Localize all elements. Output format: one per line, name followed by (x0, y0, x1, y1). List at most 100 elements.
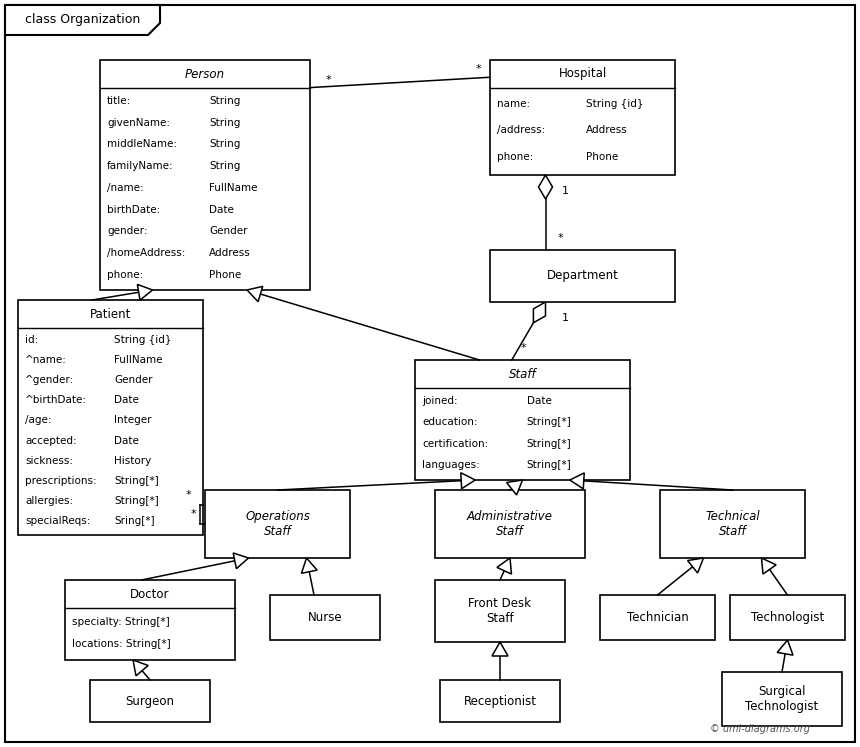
Polygon shape (492, 642, 508, 656)
Bar (435, 490, 585, 558)
Text: allergies:: allergies: (25, 496, 73, 506)
Bar (435, 580, 565, 642)
Bar (490, 60, 675, 175)
Text: Person: Person (185, 67, 225, 81)
Bar (90, 680, 210, 722)
Text: Nurse: Nurse (308, 611, 342, 624)
Polygon shape (777, 640, 793, 655)
Bar (722, 672, 842, 726)
Text: specialReqs:: specialReqs: (25, 516, 90, 526)
Text: Operations
Staff: Operations Staff (245, 510, 310, 538)
Polygon shape (507, 480, 523, 495)
Text: 1: 1 (562, 313, 569, 323)
Text: gender:: gender: (107, 226, 148, 236)
Text: joined:: joined: (422, 396, 458, 406)
Bar (100, 60, 310, 290)
Text: Technician: Technician (627, 611, 688, 624)
Bar (65, 580, 235, 660)
Text: specialty: String[*]: specialty: String[*] (72, 616, 169, 627)
Text: String[*]: String[*] (527, 418, 572, 427)
Text: FullName: FullName (209, 183, 258, 193)
Text: String: String (209, 140, 241, 149)
Text: ^name:: ^name: (25, 355, 67, 365)
Bar (415, 360, 630, 480)
Text: title:: title: (107, 96, 132, 106)
Text: History: History (114, 456, 151, 465)
Text: *: * (185, 490, 191, 500)
Text: String[*]: String[*] (527, 460, 572, 470)
Bar (270, 595, 380, 640)
Text: id:: id: (25, 335, 38, 345)
Text: Date: Date (209, 205, 234, 214)
Polygon shape (538, 175, 552, 199)
Polygon shape (247, 286, 262, 302)
Text: certification:: certification: (422, 438, 488, 449)
Text: Integer: Integer (114, 415, 151, 426)
Text: phone:: phone: (497, 152, 533, 161)
Text: Sring[*]: Sring[*] (114, 516, 155, 526)
Text: ^gender:: ^gender: (25, 375, 74, 385)
Polygon shape (5, 5, 160, 35)
Text: /name:: /name: (107, 183, 144, 193)
Text: givenName:: givenName: (107, 118, 170, 128)
Text: *: * (325, 75, 331, 84)
Text: Technical
Staff: Technical Staff (705, 510, 760, 538)
Polygon shape (461, 473, 476, 489)
Text: Date: Date (114, 436, 139, 445)
Text: locations: String[*]: locations: String[*] (72, 639, 171, 649)
Text: sickness:: sickness: (25, 456, 73, 465)
Text: ^birthDate:: ^birthDate: (25, 395, 87, 406)
Polygon shape (533, 302, 545, 323)
Text: Front Desk
Staff: Front Desk Staff (469, 597, 531, 625)
Text: Administrative
Staff: Administrative Staff (467, 510, 553, 538)
Text: Phone: Phone (209, 270, 242, 280)
Text: Patient: Patient (89, 308, 132, 320)
Bar (205, 490, 350, 558)
Polygon shape (688, 558, 703, 573)
Text: Date: Date (114, 395, 139, 406)
Bar (730, 595, 845, 640)
Text: Doctor: Doctor (130, 587, 169, 601)
Text: String[*]: String[*] (114, 496, 159, 506)
Text: Technologist: Technologist (751, 611, 824, 624)
Text: Address: Address (587, 125, 628, 135)
Bar (18, 300, 203, 535)
Text: Phone: Phone (587, 152, 618, 161)
Text: birthDate:: birthDate: (107, 205, 160, 214)
Text: education:: education: (422, 418, 477, 427)
Polygon shape (302, 558, 317, 573)
Text: Address: Address (209, 248, 251, 258)
Polygon shape (570, 473, 584, 489)
Polygon shape (133, 660, 148, 676)
Text: String: String (209, 161, 241, 171)
Text: *: * (521, 343, 526, 353)
Text: *: * (190, 509, 196, 519)
Text: /age:: /age: (25, 415, 52, 426)
Text: String: String (209, 118, 241, 128)
Text: Hospital: Hospital (558, 67, 606, 81)
Text: Surgeon: Surgeon (126, 695, 175, 707)
Text: String {id}: String {id} (587, 99, 643, 109)
Text: String[*]: String[*] (527, 438, 572, 449)
Bar (440, 680, 560, 722)
Text: © uml-diagrams.org: © uml-diagrams.org (710, 724, 810, 734)
Text: Surgical
Technologist: Surgical Technologist (746, 685, 819, 713)
Text: 1: 1 (562, 186, 569, 196)
Text: /address:: /address: (497, 125, 545, 135)
Text: class Organization: class Organization (25, 13, 140, 26)
Text: Gender: Gender (114, 375, 153, 385)
Text: *: * (557, 233, 563, 243)
Polygon shape (761, 558, 776, 574)
Bar (490, 250, 675, 302)
Text: Gender: Gender (209, 226, 248, 236)
Text: accepted:: accepted: (25, 436, 77, 445)
Bar (660, 490, 805, 558)
Text: *: * (476, 64, 481, 74)
Text: Receptionist: Receptionist (464, 695, 537, 707)
Text: String: String (209, 96, 241, 106)
Text: String {id}: String {id} (114, 335, 172, 345)
Text: FullName: FullName (114, 355, 163, 365)
Text: String[*]: String[*] (114, 476, 159, 486)
Polygon shape (233, 553, 249, 568)
Text: Staff: Staff (508, 368, 537, 380)
